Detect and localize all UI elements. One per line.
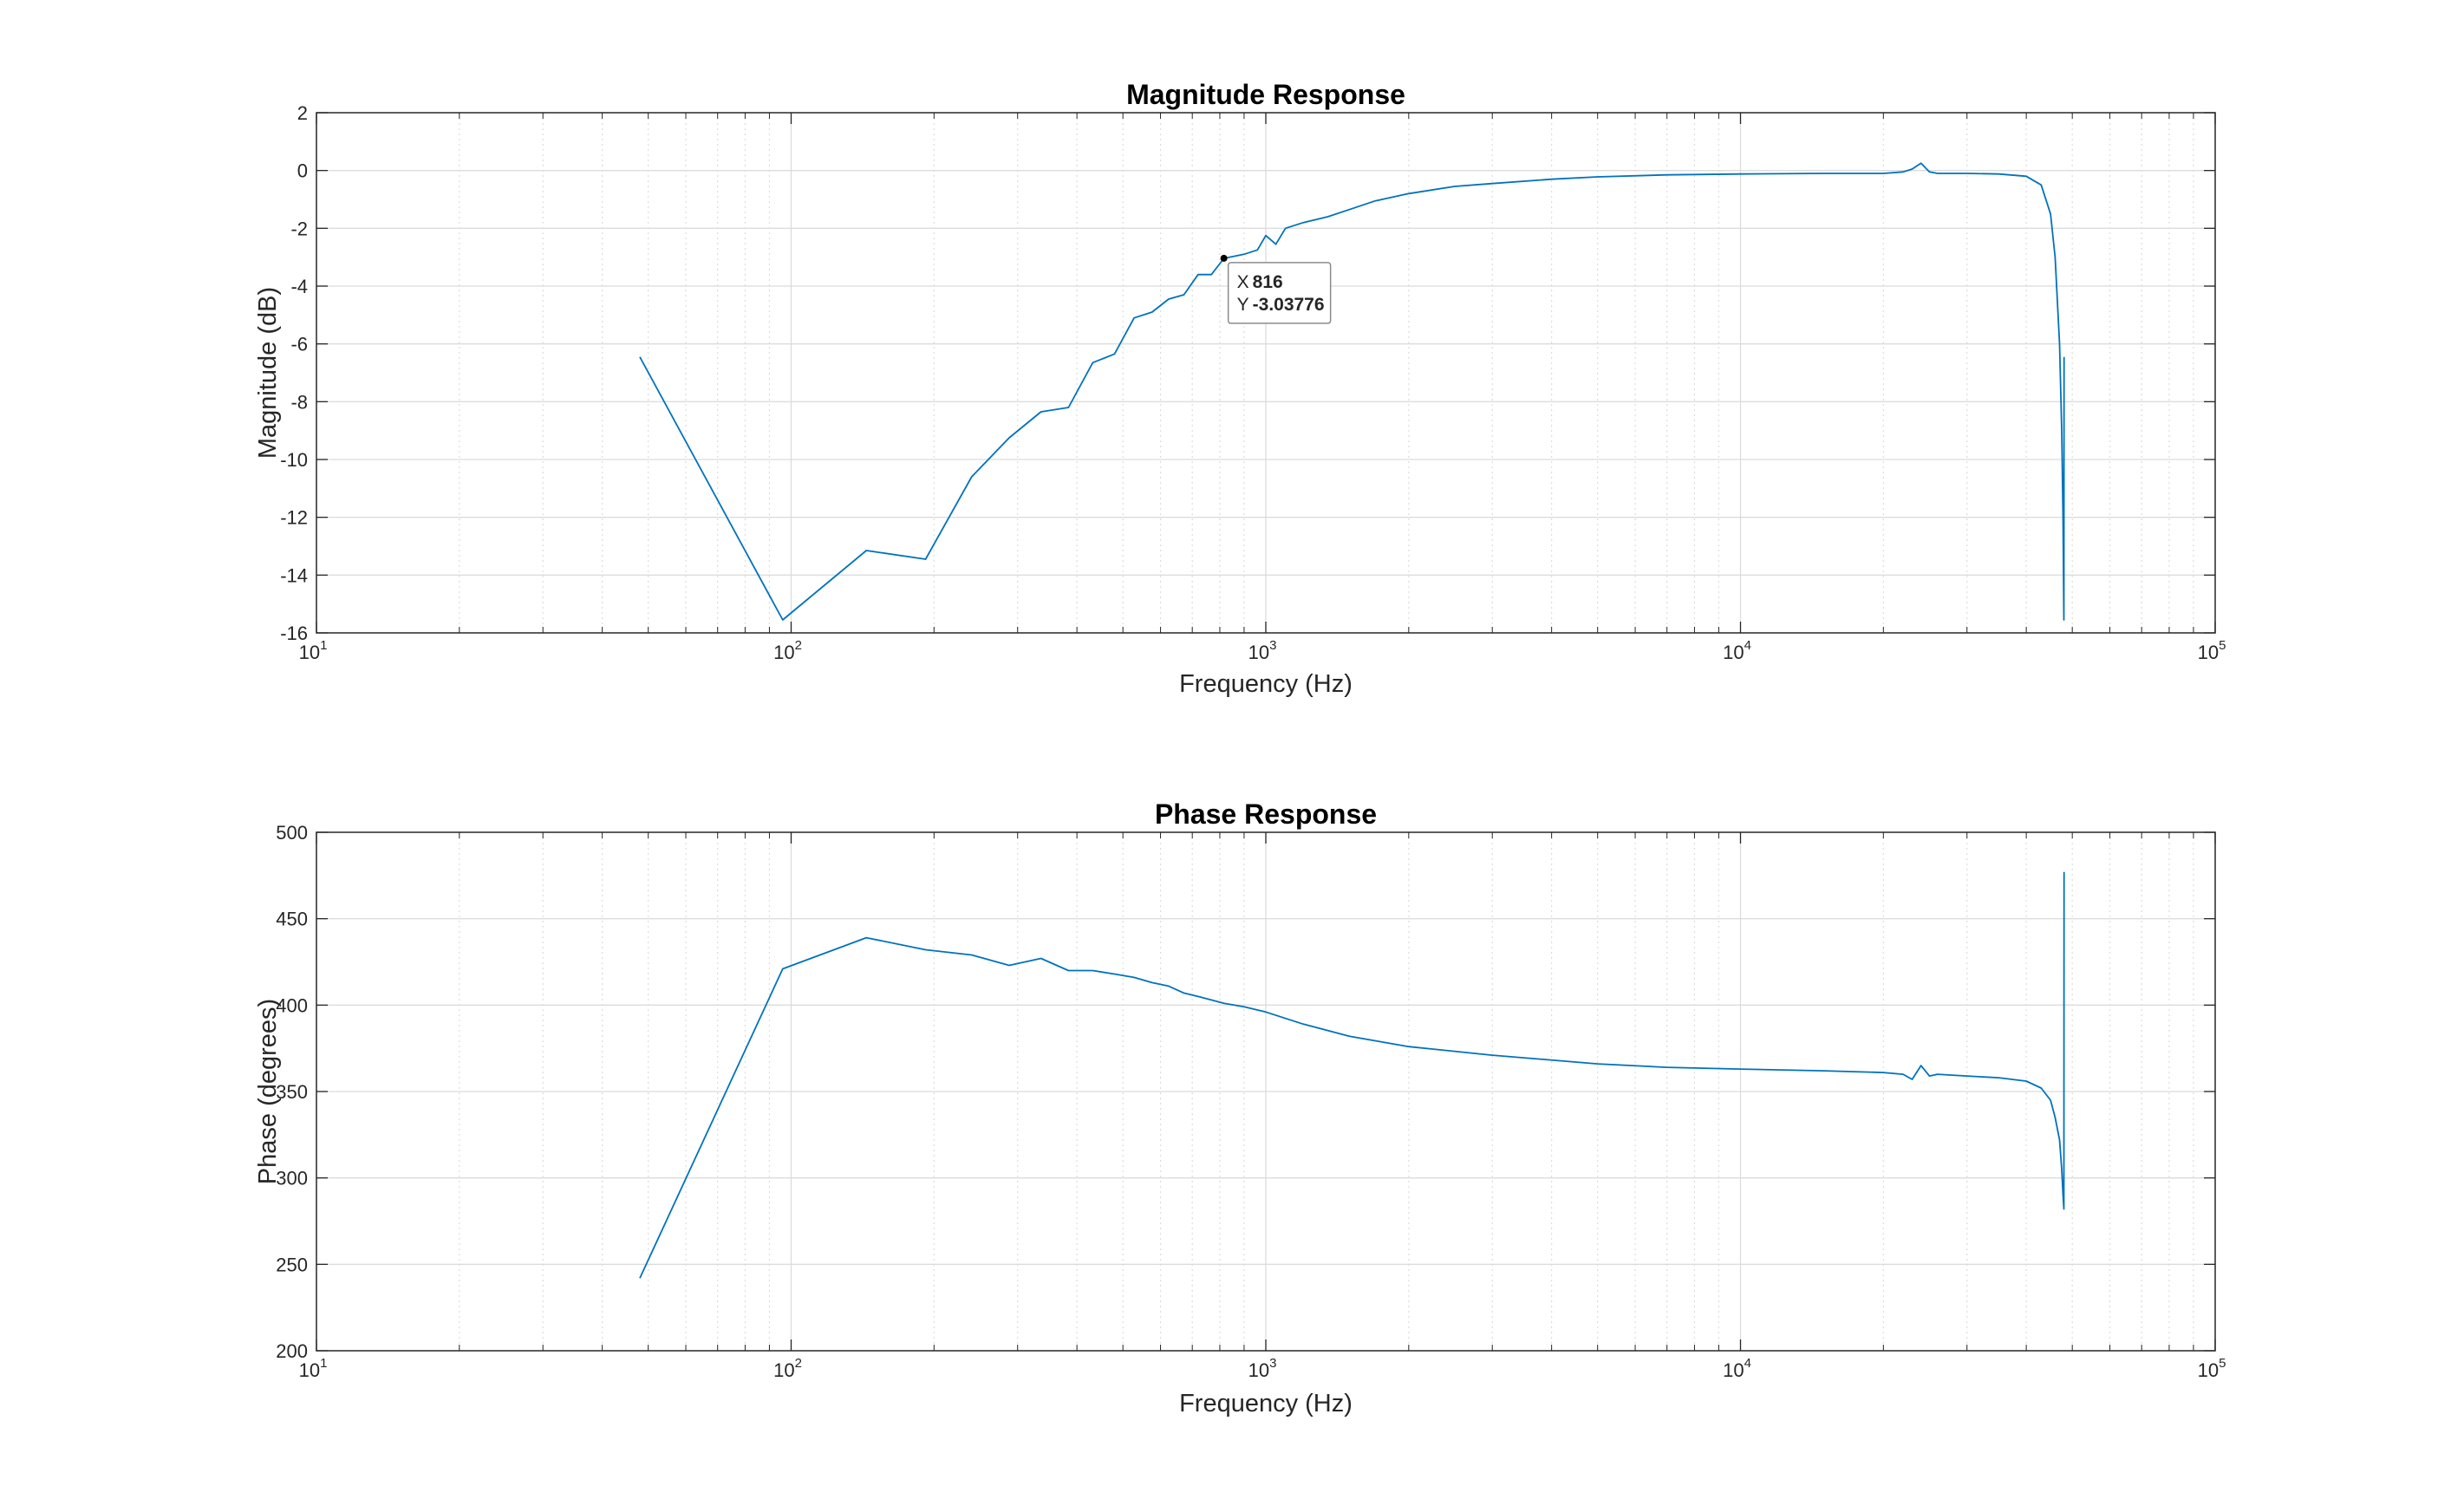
y-tick-label: 0: [297, 160, 308, 182]
y-axis-label: Magnitude (dB): [254, 287, 282, 459]
y-tick-label: 300: [276, 1168, 308, 1189]
y-tick-label: 200: [276, 1340, 308, 1362]
datatip[interactable]: X 816 Y -3.03776: [1227, 262, 1332, 324]
y-tick-label: -16: [280, 622, 308, 644]
series-layer: [639, 871, 2065, 1279]
datatip-x-label: X: [1237, 272, 1249, 292]
y-axis-label: Phase (degrees): [254, 999, 282, 1184]
y-tick-label: 450: [276, 909, 308, 930]
magnitude-plot: 101 102 103 104 105-16-14-12-10-8-6-4-202 Ma…: [254, 79, 2226, 698]
series-line: [639, 871, 2065, 1279]
grid: [316, 113, 2215, 633]
y-tick-label: -6: [290, 334, 308, 355]
y-tick-label: 500: [276, 822, 308, 844]
datatip-x-value: 816: [1253, 272, 1283, 292]
y-tick-label: -8: [290, 391, 308, 413]
y-tick-label: -14: [280, 564, 308, 586]
x-axis-label: Frequency (Hz): [1179, 670, 1353, 698]
y-tick-label: -2: [290, 218, 308, 239]
y-tick-label: -10: [280, 449, 308, 471]
y-tick-label: 400: [276, 994, 308, 1016]
series-line: [639, 162, 2065, 621]
y-tick-label: 250: [276, 1254, 308, 1275]
grid: [316, 832, 2215, 1351]
y-tick-label: -4: [290, 276, 308, 297]
datatip-box: [1227, 262, 1332, 324]
datatip-marker[interactable]: [1220, 254, 1228, 262]
x-axis-label: Frequency (Hz): [1179, 1390, 1353, 1418]
datatip-y-value: -3.03776: [1253, 295, 1325, 315]
y-tick-label: 350: [276, 1081, 308, 1103]
y-tick-label: 2: [297, 102, 308, 124]
series-layer: [639, 162, 2065, 621]
datatip-y-label: Y: [1237, 295, 1249, 315]
chart-title: Phase Response: [1155, 798, 1377, 830]
chart-title: Magnitude Response: [1126, 79, 1405, 110]
axis-ticks: 101 102 103 104 105-16-14-12-10-8-6-4-202: [280, 102, 2226, 663]
y-tick-label: -12: [280, 507, 308, 529]
